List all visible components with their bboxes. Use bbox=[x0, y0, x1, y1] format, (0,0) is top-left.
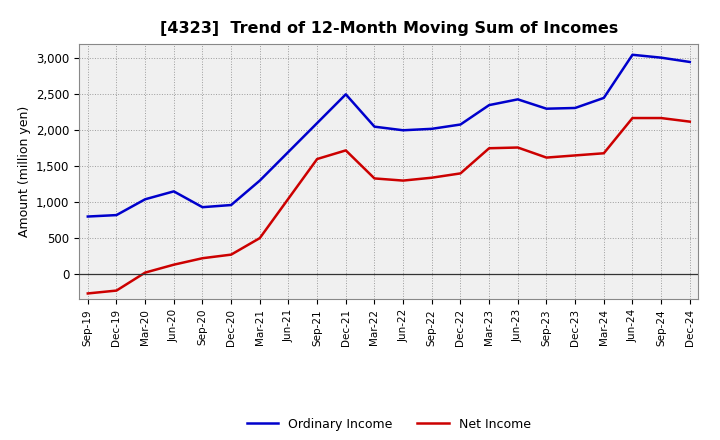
Net Income bbox=[169, 262, 178, 268]
Ordinary Income bbox=[341, 92, 350, 97]
Line: Net Income: Net Income bbox=[88, 118, 690, 293]
Net Income bbox=[542, 155, 551, 160]
Ordinary Income bbox=[256, 178, 264, 183]
Net Income bbox=[428, 175, 436, 180]
Ordinary Income bbox=[284, 149, 293, 154]
Y-axis label: Amount (million yen): Amount (million yen) bbox=[17, 106, 30, 237]
Net Income bbox=[141, 270, 150, 275]
Net Income bbox=[685, 119, 694, 124]
Ordinary Income bbox=[312, 121, 321, 126]
Net Income bbox=[513, 145, 522, 150]
Ordinary Income bbox=[198, 205, 207, 210]
Net Income bbox=[84, 291, 92, 296]
Net Income bbox=[227, 252, 235, 257]
Ordinary Income bbox=[456, 122, 465, 127]
Net Income bbox=[600, 150, 608, 156]
Net Income bbox=[456, 171, 465, 176]
Ordinary Income bbox=[542, 106, 551, 111]
Net Income bbox=[571, 153, 580, 158]
Ordinary Income bbox=[571, 105, 580, 110]
Ordinary Income bbox=[227, 202, 235, 208]
Ordinary Income bbox=[600, 95, 608, 101]
Net Income bbox=[341, 148, 350, 153]
Net Income bbox=[628, 115, 636, 121]
Ordinary Income bbox=[657, 55, 665, 60]
Ordinary Income bbox=[628, 52, 636, 58]
Net Income bbox=[256, 235, 264, 241]
Ordinary Income bbox=[84, 214, 92, 219]
Net Income bbox=[198, 256, 207, 261]
Ordinary Income bbox=[428, 126, 436, 132]
Ordinary Income bbox=[399, 128, 408, 133]
Ordinary Income bbox=[685, 59, 694, 65]
Line: Ordinary Income: Ordinary Income bbox=[88, 55, 690, 216]
Net Income bbox=[485, 146, 493, 151]
Net Income bbox=[284, 196, 293, 201]
Ordinary Income bbox=[141, 197, 150, 202]
Legend: Ordinary Income, Net Income: Ordinary Income, Net Income bbox=[242, 413, 536, 436]
Ordinary Income bbox=[112, 213, 121, 218]
Ordinary Income bbox=[169, 189, 178, 194]
Net Income bbox=[370, 176, 379, 181]
Net Income bbox=[112, 288, 121, 293]
Ordinary Income bbox=[513, 97, 522, 102]
Title: [4323]  Trend of 12-Month Moving Sum of Incomes: [4323] Trend of 12-Month Moving Sum of I… bbox=[160, 21, 618, 36]
Ordinary Income bbox=[370, 124, 379, 129]
Ordinary Income bbox=[485, 103, 493, 108]
Net Income bbox=[399, 178, 408, 183]
Net Income bbox=[657, 115, 665, 121]
Net Income bbox=[312, 156, 321, 161]
